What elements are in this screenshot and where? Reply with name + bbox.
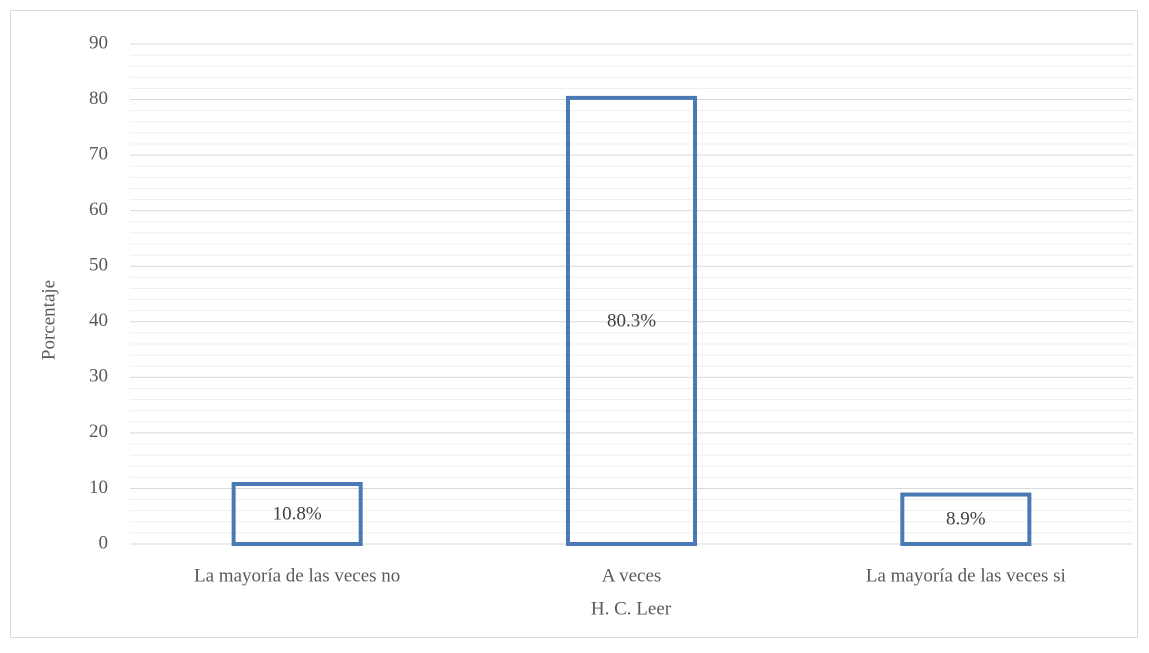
y-tick-label: 0 — [99, 532, 109, 553]
y-tick-label: 80 — [89, 88, 108, 109]
bar — [231, 482, 363, 546]
y-tick-label: 20 — [89, 421, 108, 442]
bar — [900, 492, 1032, 546]
y-tick-label: 10 — [89, 477, 108, 498]
x-axis-label: H. C. Leer — [591, 598, 672, 619]
data-label: 10.8% — [273, 503, 322, 524]
x-tick-label: La mayoría de las veces no — [194, 565, 400, 586]
y-tick-label: 40 — [89, 310, 108, 331]
y-tick-label: 50 — [89, 255, 108, 276]
y-tick-label: 70 — [89, 143, 108, 164]
y-tick-label: 60 — [89, 199, 108, 220]
x-tick-label: A veces — [602, 565, 662, 586]
data-label: 80.3% — [607, 310, 656, 331]
y-tick-label: 90 — [89, 32, 108, 53]
x-tick-label: La mayoría de las veces si — [866, 565, 1066, 586]
y-axis-label: Porcentaje — [38, 280, 59, 360]
data-label: 8.9% — [946, 509, 986, 530]
y-tick-label: 30 — [89, 366, 108, 387]
bar — [565, 95, 698, 546]
